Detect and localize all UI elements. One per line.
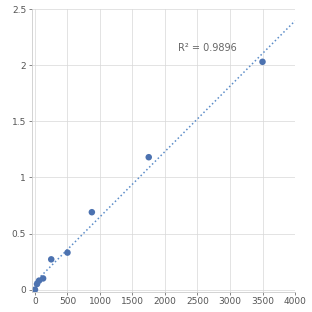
Point [37, 278, 41, 283]
Point [89, 210, 94, 215]
Point [35, 281, 40, 286]
Point [41, 276, 46, 281]
Point [260, 59, 265, 64]
Point [65, 250, 70, 255]
Text: R² = 0.9896: R² = 0.9896 [178, 42, 237, 53]
Point [32, 287, 37, 292]
Point [49, 257, 54, 262]
Point [146, 155, 151, 160]
